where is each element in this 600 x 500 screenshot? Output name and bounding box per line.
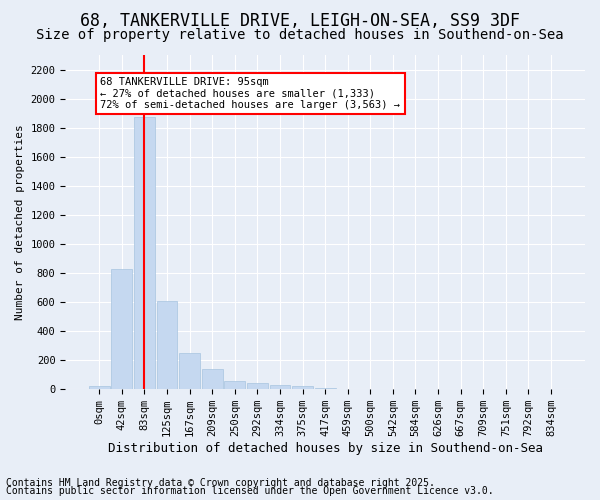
- Bar: [157, 300, 178, 389]
- Bar: [247, 384, 268, 389]
- Bar: [315, 388, 335, 389]
- Bar: [202, 369, 223, 389]
- Bar: [89, 386, 110, 389]
- Bar: [269, 385, 290, 389]
- Text: Contains public sector information licensed under the Open Government Licence v3: Contains public sector information licen…: [6, 486, 494, 496]
- Text: 68, TANKERVILLE DRIVE, LEIGH-ON-SEA, SS9 3DF: 68, TANKERVILLE DRIVE, LEIGH-ON-SEA, SS9…: [80, 12, 520, 30]
- Bar: [292, 386, 313, 389]
- Bar: [134, 118, 155, 389]
- Text: Size of property relative to detached houses in Southend-on-Sea: Size of property relative to detached ho…: [36, 28, 564, 42]
- Bar: [112, 268, 132, 389]
- Text: 68 TANKERVILLE DRIVE: 95sqm
← 27% of detached houses are smaller (1,333)
72% of : 68 TANKERVILLE DRIVE: 95sqm ← 27% of det…: [100, 77, 400, 110]
- Bar: [224, 381, 245, 389]
- Text: Contains HM Land Registry data © Crown copyright and database right 2025.: Contains HM Land Registry data © Crown c…: [6, 478, 435, 488]
- Y-axis label: Number of detached properties: Number of detached properties: [15, 124, 25, 320]
- X-axis label: Distribution of detached houses by size in Southend-on-Sea: Distribution of detached houses by size …: [107, 442, 542, 455]
- Bar: [179, 353, 200, 389]
